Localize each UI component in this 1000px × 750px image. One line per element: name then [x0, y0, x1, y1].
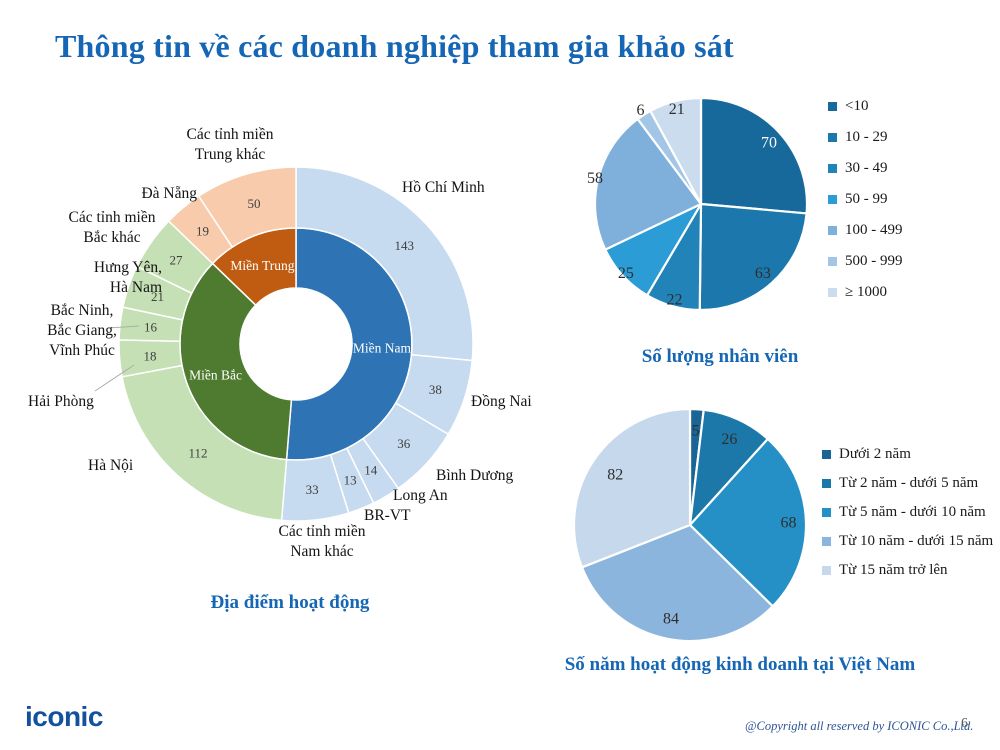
legend-swatch — [822, 565, 831, 575]
legend-swatch — [828, 287, 837, 297]
donut-value-label: 33 — [306, 482, 319, 497]
donut-label-hai-phong: Hải Phòng — [28, 393, 94, 410]
pie-slice — [698, 202, 808, 312]
donut-value-label: 19 — [196, 224, 209, 239]
donut-value-label: 14 — [364, 463, 378, 478]
pie-value-label: 25 — [618, 265, 634, 282]
legend-label: Dưới 2 năm — [839, 446, 911, 462]
donut-label-binh-duong: Bình Dương — [436, 467, 514, 484]
pie-slice — [593, 117, 703, 251]
legend-label: 50 - 99 — [845, 191, 888, 207]
legend-item: ≥ 1000 — [828, 282, 903, 302]
employee-legend: <10 10 - 29 30 - 49 50 - 99 100 - 499 500 - 9… — [828, 96, 903, 313]
pie-value-label: 6 — [636, 102, 644, 119]
iconic-logo: iconic — [25, 701, 103, 732]
legend-label: <10 — [845, 98, 869, 114]
donut-caption: Địa điểm hoạt động — [210, 592, 370, 613]
legend-label: ≥ 1000 — [845, 284, 887, 300]
donut-region-label: Miền Trung — [230, 258, 294, 273]
legend-item: 100 - 499 — [828, 220, 903, 240]
legend-swatch — [828, 256, 837, 266]
employee-caption: Số lượng nhân viên — [641, 346, 799, 367]
pie-value-label: 84 — [663, 611, 679, 628]
donut-slice — [197, 166, 297, 248]
legend-label: Từ 5 năm - dưới 10 năm — [839, 504, 986, 520]
donut-label-dong-nai: Đồng Nai — [471, 393, 532, 410]
donut-label-nam-khac: Các tỉnh miền Nam khác — [278, 523, 366, 560]
pie-value-label: 82 — [607, 467, 623, 484]
legend-item: 10 - 29 — [828, 127, 903, 147]
legend-swatch — [822, 536, 831, 546]
employee-pie-svg: 70 63 22 25 58 6 21 — [587, 96, 809, 312]
legend-label: Từ 10 năm - dưới 15 năm — [839, 533, 994, 549]
pie-value-label: 58 — [587, 170, 603, 187]
donut-value-label: 21 — [151, 289, 164, 304]
donut-value-label: 38 — [429, 382, 442, 397]
pie-value-label: 5 — [692, 423, 700, 440]
pie-value-label: 22 — [666, 291, 682, 308]
pie-slice — [580, 523, 774, 643]
donut-label-da-nang: Đà Nẵng — [141, 185, 197, 202]
pie-slice — [649, 96, 703, 206]
copyright-text: @Copyright all reserved by ICONIC Co.,Lt… — [745, 719, 974, 733]
donut-value-label: 112 — [188, 445, 207, 460]
donut-value-label: 143 — [395, 238, 415, 253]
legend-item: Từ 5 năm - dưới 10 năm — [822, 502, 993, 522]
legend-swatch — [828, 163, 837, 173]
donut-value-label: 36 — [397, 436, 411, 451]
legend-item: <10 — [828, 96, 903, 116]
legend-label: 10 - 29 — [845, 129, 888, 145]
donut-label-trung-khac: Các tỉnh miền Trung khác — [186, 126, 274, 163]
legend-item: 500 - 999 — [828, 251, 903, 271]
donut-label-bac-khac: Các tỉnh miền Bắc khác — [68, 209, 156, 246]
donut-region-label: Miền Nam — [353, 341, 412, 356]
donut-value-label: 13 — [344, 473, 357, 488]
pie-value-label: 70 — [761, 134, 777, 151]
legend-swatch — [828, 225, 837, 235]
years-pie-svg: 5 26 68 84 82 — [572, 407, 808, 643]
years-legend: Dưới 2 năm Từ 2 năm - dưới 5 năm Từ 5 năm … — [822, 444, 993, 589]
pie-value-label: 68 — [781, 515, 797, 532]
pie-value-label: 21 — [669, 101, 685, 118]
legend-label: Từ 2 năm - dưới 5 năm — [839, 475, 979, 491]
pie-slice — [688, 437, 808, 608]
donut-label-hcm: Hồ Chí Minh — [402, 179, 485, 196]
legend-item: 30 - 49 — [828, 158, 903, 178]
legend-item: Từ 10 năm - dưới 15 năm — [822, 531, 993, 551]
legend-item: 50 - 99 — [828, 189, 903, 209]
donut-label-long-an: Long An — [393, 487, 448, 504]
pie-value-label: 63 — [755, 265, 771, 282]
donut-label-hung-yen: Hưng Yên, Hà Nam — [93, 259, 162, 296]
donut-label-ha-noi: Hà Nội — [88, 457, 134, 474]
legend-swatch — [828, 194, 837, 204]
location-donut-svg: 143 38 36 14 13 33 112 18 16 21 27 19 50 Miền Nam Miền… — [118, 166, 474, 522]
donut-slice — [295, 166, 474, 362]
legend-label: Từ 15 năm trở lên — [839, 562, 948, 578]
donut-value-label: 18 — [143, 348, 156, 363]
legend-swatch — [828, 132, 837, 142]
pie-slice — [699, 96, 809, 215]
legend-label: 30 - 49 — [845, 160, 888, 176]
legend-swatch — [822, 478, 831, 488]
years-caption: Số năm hoạt động kinh doanh tại Việt Nam — [564, 654, 916, 675]
legend-label: 500 - 999 — [845, 253, 903, 269]
donut-value-label: 50 — [247, 196, 260, 211]
page-number: 6 — [961, 716, 968, 731]
page-title: Thông tin về các doanh nghiệp tham gia k… — [55, 28, 734, 64]
donut-label-brvt: BR-VT — [364, 507, 411, 524]
donut-region-label: Miền Bắc — [189, 367, 242, 382]
donut-value-label: 27 — [169, 252, 183, 267]
pie-slice — [572, 407, 692, 569]
donut-value-label: 16 — [144, 319, 158, 334]
legend-swatch — [822, 507, 831, 517]
donut-label-bac-ninh: Bắc Ninh, Bắc Giang, Vĩnh Phúc — [47, 302, 117, 359]
legend-item: Dưới 2 năm — [822, 444, 993, 464]
legend-item: Từ 2 năm - dưới 5 năm — [822, 473, 993, 493]
legend-label: 100 - 499 — [845, 222, 903, 238]
pie-value-label: 26 — [721, 431, 737, 448]
legend-swatch — [822, 449, 831, 459]
legend-swatch — [828, 101, 837, 111]
legend-item: Từ 15 năm trở lên — [822, 560, 993, 580]
